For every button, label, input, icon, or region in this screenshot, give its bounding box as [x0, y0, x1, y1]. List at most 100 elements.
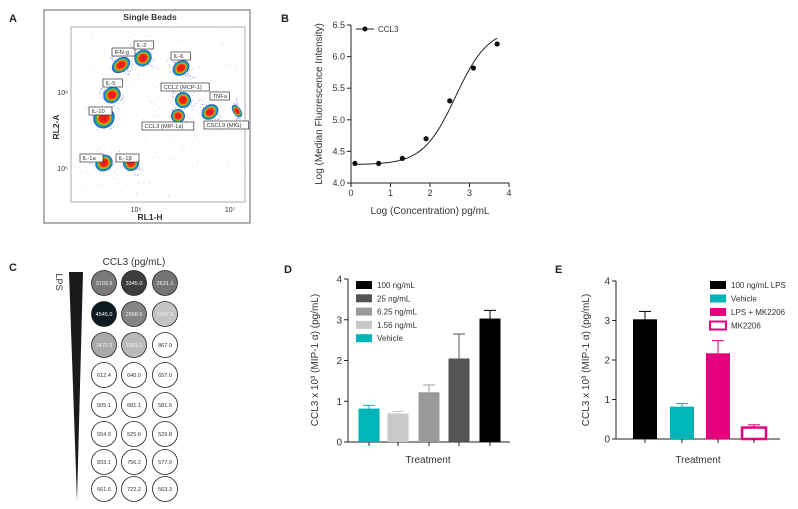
- d-x-axis-label: Treatment: [405, 455, 450, 466]
- b-axes: 0 1 2 3 4 4.0 4.5 5.0 5.5 6.0 6.5: [332, 20, 511, 198]
- event-dot: [239, 118, 241, 120]
- event-dot: [225, 163, 227, 165]
- event-dot: [138, 182, 140, 184]
- event-dot: [155, 33, 157, 35]
- event-dot: [143, 35, 145, 37]
- event-dot: [137, 175, 139, 177]
- event-dot: [192, 117, 194, 119]
- population-3: IL-5: [102, 78, 123, 104]
- populations: IFN-g IL-2 IL-6 IL-5 IL-10 CCL2 (MCP-1) TNFa CC…: [79, 40, 249, 172]
- event-dot: [126, 140, 128, 142]
- event-dot: [235, 59, 237, 61]
- well: 581.6: [152, 392, 178, 418]
- event-dot: [172, 93, 174, 95]
- event-dot: [194, 77, 196, 79]
- event-dot: [191, 177, 193, 179]
- event-dot: [236, 66, 238, 68]
- event-dot: [90, 123, 92, 125]
- population-8: CSCL9 (MIG): [203, 104, 249, 130]
- event-dot: [182, 77, 184, 79]
- event-dot: [141, 167, 143, 169]
- bar: [479, 318, 501, 442]
- event-dot: [131, 68, 133, 70]
- well-circle: [121, 476, 147, 502]
- legend-swatch: [356, 320, 372, 329]
- event-dot: [192, 77, 194, 78]
- event-dot: [220, 30, 222, 31]
- event-dot: [198, 100, 200, 102]
- event-dot: [142, 66, 144, 68]
- legend-swatch: [709, 320, 727, 331]
- well-value: 577.9: [158, 460, 172, 466]
- event-dot: [127, 72, 129, 74]
- population-label-box: [170, 51, 191, 61]
- event-dot: [166, 60, 168, 62]
- well-circle: [91, 449, 117, 475]
- well: 525.6: [121, 421, 147, 447]
- event-dot: [214, 33, 216, 35]
- event-dot: [121, 98, 123, 100]
- event-dot: [103, 92, 105, 93]
- event-dot: [167, 139, 169, 141]
- population-label: IFN-g: [115, 50, 130, 56]
- population-label: IL-1a: [83, 156, 97, 162]
- event-dot: [92, 163, 93, 165]
- e-x-axis-label: Treatment: [675, 455, 720, 466]
- event-dot: [114, 161, 116, 163]
- event-dot: [90, 33, 92, 35]
- a-y-axis-label: RL2-A: [51, 114, 61, 139]
- event-dot: [173, 61, 175, 63]
- event-dot: [224, 142, 226, 144]
- population-label-box: [115, 153, 140, 163]
- event-dot: [149, 182, 150, 184]
- event-dot: [79, 44, 81, 46]
- event-dot: [158, 157, 160, 158]
- well-value: 529.8: [158, 432, 172, 438]
- event-dot: [127, 67, 129, 69]
- well-value: 554.9: [97, 432, 111, 438]
- event-dot: [112, 105, 114, 107]
- event-dot: [186, 107, 188, 109]
- event-dot: [199, 106, 201, 108]
- event-dot: [236, 98, 238, 99]
- event-dot: [217, 118, 219, 120]
- well-circle: [121, 270, 147, 296]
- well: 1333.2: [121, 332, 147, 358]
- event-dot: [126, 184, 128, 186]
- c-lps-label: LPS: [54, 273, 64, 290]
- population-cluster: [103, 86, 121, 104]
- b-ytick-label: 5.0: [332, 115, 345, 125]
- event-dot: [190, 75, 191, 77]
- panel-label-c: C: [9, 262, 17, 274]
- well-circle: [152, 332, 178, 358]
- population-label: IL-1β: [119, 156, 133, 162]
- event-dot: [109, 126, 111, 128]
- b-data-point: [494, 41, 500, 47]
- event-dot: [226, 65, 228, 67]
- panel-b-standard-curve: B 0 1 2 3 4 4.0 4.5 5.0 5.5 6.0 6.5 CCL3 Log (Conc…: [281, 13, 512, 217]
- event-dot: [104, 89, 105, 91]
- b-xtick-label: 0: [348, 188, 353, 198]
- event-dot: [170, 95, 171, 97]
- event-dot: [171, 32, 172, 34]
- event-dot: [173, 92, 174, 94]
- event-dot: [127, 68, 129, 70]
- event-dot: [154, 58, 156, 60]
- event-dot: [131, 66, 133, 68]
- well-value: 756.2: [127, 460, 141, 466]
- event-dot: [114, 171, 116, 173]
- well-value: 563.3: [158, 487, 172, 493]
- event-dot: [135, 193, 137, 194]
- event-dot: [113, 105, 115, 106]
- bar: [670, 406, 694, 439]
- event-dot: [180, 108, 182, 110]
- population-label: CSCL9 (MIG): [207, 123, 242, 129]
- event-dot: [127, 70, 129, 72]
- event-dot: [174, 107, 176, 109]
- well: 867.9: [152, 332, 178, 358]
- event-dot: [83, 114, 84, 116]
- event-dot: [91, 65, 93, 67]
- well: 661.6: [91, 476, 117, 502]
- event-dot: [208, 173, 209, 175]
- event-dot: [99, 148, 101, 150]
